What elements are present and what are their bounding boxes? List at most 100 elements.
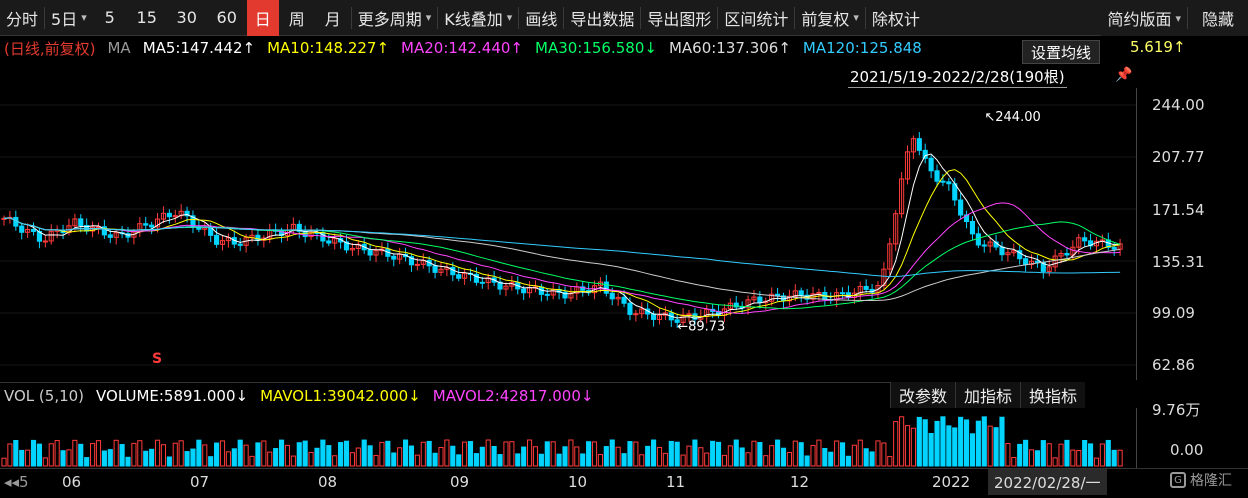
candle-body [296, 223, 302, 232]
period-15min[interactable]: 15 [136, 8, 157, 27]
vol-legend: VOL (5,10) VOLUME:5891.000↓ MAVOL1:39042… [0, 382, 890, 408]
period-intraday[interactable]: 分时 [6, 9, 39, 29]
candle-body [863, 285, 869, 290]
volume-bar [273, 448, 279, 467]
ma-setting-button[interactable]: 设置均线 [1022, 40, 1101, 64]
volume-bar [645, 445, 651, 467]
candle-body [479, 281, 485, 284]
logo-icon: G [1170, 472, 1186, 488]
kline-overlay-dropdown[interactable]: K线叠加 [438, 0, 518, 36]
ma20-line [3, 202, 1121, 314]
interval-stats-button[interactable]: 区间统计 [724, 9, 789, 29]
period-monthly[interactable]: 月 [324, 9, 341, 29]
candle-body [839, 292, 846, 295]
date-tick[interactable]: ◂◂5 [4, 473, 29, 491]
volume-bar [373, 454, 379, 467]
export-chart-button[interactable]: 导出图形 [647, 9, 712, 29]
volume-bar [780, 447, 787, 467]
period-daily[interactable]: 日 [246, 0, 279, 36]
add-indicator-button[interactable]: 加指标 [955, 382, 1021, 408]
adjust-dropdown[interactable]: 前复权 [795, 0, 865, 36]
candle-body [367, 249, 373, 256]
candle-body [975, 233, 981, 246]
pin-icon[interactable]: 📌 [1115, 67, 1133, 83]
ma60-line [3, 217, 1121, 301]
volume-bar [639, 454, 645, 467]
volume-bar [621, 453, 627, 467]
date-tick: 08 [318, 473, 338, 491]
period-30min[interactable]: 30 [176, 8, 197, 27]
candle-body [48, 230, 54, 242]
volume-bar [946, 425, 952, 467]
draw-line-button[interactable]: 画线 [525, 9, 558, 29]
switch-indicator-button[interactable]: 换指标 [1020, 382, 1086, 408]
volume-bar [609, 439, 615, 467]
volume-bar [361, 439, 367, 467]
volume-bar [651, 439, 657, 467]
more-periods-dropdown[interactable]: 更多周期 [352, 0, 438, 36]
volume-bar [999, 416, 1005, 467]
export-data-button[interactable]: 导出数据 [570, 9, 635, 29]
volume-value: VOLUME:5891.000↓ [96, 386, 249, 405]
volume-bar [710, 440, 716, 467]
volume-bar [149, 448, 155, 467]
volume-bar [101, 450, 107, 467]
volume-bar [704, 452, 710, 467]
change-params-button[interactable]: 改参数 [890, 382, 956, 408]
candle-body [166, 212, 172, 218]
volume-bar [1082, 439, 1088, 467]
volume-bar [379, 441, 385, 467]
volume-bar [727, 445, 733, 467]
volume-bar [834, 440, 840, 467]
simple-layout-dropdown[interactable]: 简约版面 [1101, 0, 1187, 36]
volume-bar [969, 433, 976, 467]
candle-body [219, 240, 226, 245]
volume-bar [349, 452, 355, 467]
candle-body [999, 246, 1005, 256]
volume-bar [90, 443, 96, 467]
date-axis: ◂◂5 06 07 08 09 10 11 12 2022 [0, 468, 1248, 498]
toolbar-divider [563, 6, 565, 29]
volume-bar [473, 453, 479, 467]
volume-bar [845, 455, 852, 467]
volume-bar [119, 444, 125, 467]
kline-chart[interactable]: ↖244.00 ←89.73 S [0, 88, 1136, 380]
candle-body [940, 180, 946, 183]
candle-body [639, 308, 645, 315]
ma120-line [3, 217, 1121, 278]
volume-bar [408, 445, 415, 467]
candle-body [580, 286, 586, 291]
volume-chart[interactable] [0, 408, 1136, 468]
candle-body [160, 212, 167, 220]
date-range-label[interactable]: 2021/5/19-2022/2/28(190根) [848, 68, 1067, 88]
ma30-value: MA30:156.580↓ [535, 39, 657, 57]
candle-body [621, 296, 627, 304]
candle-body [237, 243, 243, 246]
candle-body [769, 293, 775, 302]
date-tick: 10 [568, 473, 588, 491]
period-5day[interactable]: 5日 [45, 0, 93, 36]
volume-bar [214, 442, 220, 467]
toolbar-divider [717, 6, 719, 29]
period-5min[interactable]: 5 [104, 8, 115, 27]
candle-body [969, 220, 976, 235]
toolbar-divider [518, 6, 520, 29]
candle-body [881, 268, 887, 286]
volume-bar [72, 439, 78, 467]
hide-button[interactable]: 隐藏 [1201, 10, 1234, 29]
vol-axis-line [1136, 408, 1137, 468]
volume-bar [804, 455, 810, 467]
chart-mode-label: (日线,前复权) [4, 39, 96, 58]
volume-bar [154, 439, 161, 467]
candle-body [450, 266, 456, 276]
candle-body [19, 225, 25, 233]
candle-body [42, 240, 48, 243]
period-weekly[interactable]: 周 [288, 9, 305, 29]
volume-bar [1028, 449, 1035, 467]
ma250-value: 5.619↑ [1130, 38, 1186, 56]
volume-bar [267, 451, 273, 467]
candle-body [651, 313, 657, 320]
period-60min[interactable]: 60 [216, 8, 237, 27]
ex-rights-button[interactable]: 除权计 [871, 9, 920, 29]
candle-body [922, 149, 928, 159]
